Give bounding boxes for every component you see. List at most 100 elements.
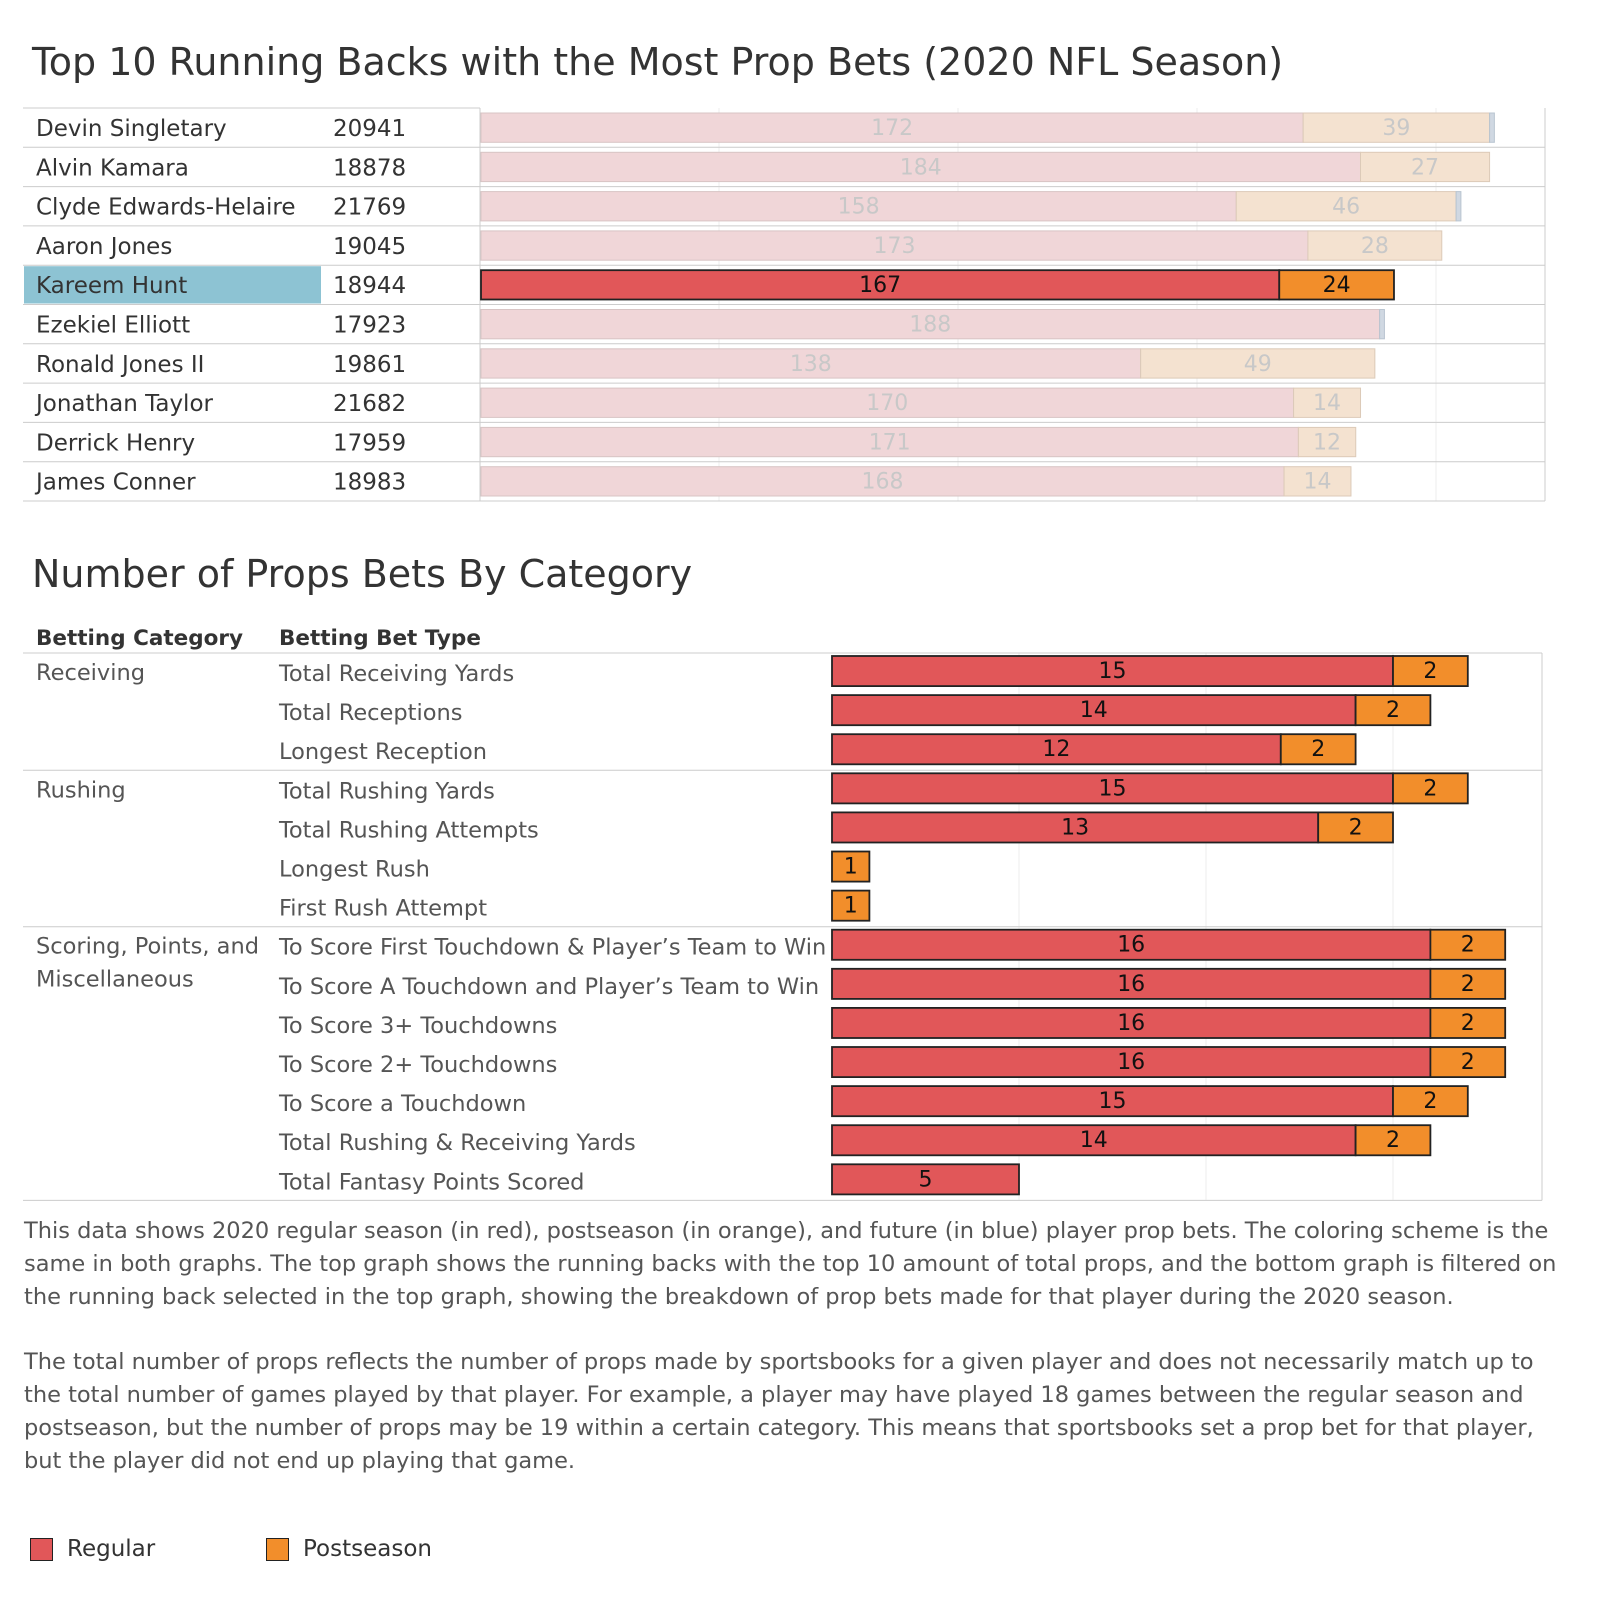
legend-label-regular: Regular: [67, 1536, 156, 1562]
postseason-value-label: 27: [1411, 155, 1439, 180]
regular-bar: [831, 655, 1394, 688]
player-id-label: 20941: [333, 116, 406, 142]
player-name-label: Kareem Hunt: [36, 273, 187, 299]
postseason-bar: [1429, 928, 1507, 961]
regular-value-label: 12: [1042, 737, 1070, 762]
description-paragraph-2: The total number of props reflects the n…: [24, 1349, 1534, 1474]
legend-swatch-postseason: [266, 1537, 289, 1561]
postseason-value-label: 2: [1423, 1089, 1437, 1114]
bet-type-label: Total Receiving Yards: [278, 661, 514, 687]
player-id-label: 19861: [333, 352, 406, 378]
regular-bar: [831, 694, 1357, 727]
regular-value-label: 5: [919, 1167, 933, 1192]
regular-value-label: 167: [859, 273, 901, 298]
regular-value-label: 16: [1117, 972, 1145, 997]
bet-type-label: To Score a Touchdown: [278, 1091, 526, 1117]
postseason-bar: [1392, 1085, 1469, 1118]
player-name-label: Derrick Henry: [36, 430, 195, 456]
future-bar: [1379, 309, 1385, 340]
legend-swatch-regular: [30, 1537, 53, 1561]
postseason-value-label: 2: [1311, 737, 1325, 762]
bet-type-label: Longest Rush: [279, 857, 430, 883]
postseason-value-label: 46: [1332, 195, 1360, 220]
regular-bar: [480, 466, 1285, 497]
postseason-bar: [1297, 426, 1357, 458]
player-name-label: Ronald Jones II: [36, 352, 204, 378]
regular-value-label: 168: [862, 470, 904, 495]
regular-bar: [831, 1124, 1357, 1157]
regular-value-label: 14: [1080, 698, 1108, 723]
postseason-value-label: 12: [1313, 430, 1341, 455]
postseason-bar: [831, 850, 871, 883]
legend-item-postseason[interactable]: Postseason: [266, 1536, 432, 1562]
props-by-category-chart: Betting Category Betting Bet Type Receivin…: [23, 626, 1543, 1201]
postseason-value-label: 39: [1382, 116, 1410, 141]
player-id-label: 18944: [333, 273, 406, 299]
regular-value-label: 170: [866, 391, 908, 416]
legend: Regular Postseason: [30, 1536, 630, 1572]
postseason-value-label: 28: [1361, 234, 1389, 259]
regular-value-label: 14: [1080, 1128, 1108, 1153]
legend-item-regular[interactable]: Regular: [30, 1536, 155, 1562]
future-bar: [1489, 112, 1495, 143]
future-bar: [1455, 191, 1462, 222]
postseason-value-label: 14: [1313, 391, 1341, 416]
player-id-label: 21769: [333, 195, 406, 221]
legend-label-postseason: Postseason: [303, 1536, 432, 1562]
regular-value-label: 13: [1061, 815, 1089, 840]
bet-type-label: Total Receptions: [278, 700, 462, 726]
postseason-value-label: 1: [844, 855, 858, 880]
regular-value-label: 184: [900, 155, 942, 180]
regular-value-label: 158: [838, 195, 880, 220]
postseason-bar: [1235, 191, 1457, 222]
bettype-column-header: Betting Bet Type: [279, 626, 481, 651]
description-paragraph-1: This data shows 2020 regular season (in …: [24, 1218, 1557, 1310]
postseason-value-label: 1: [844, 894, 858, 919]
postseason-bar: [1360, 151, 1491, 183]
selected-row-highlight: [24, 266, 321, 304]
regular-value-label: 171: [869, 430, 911, 455]
postseason-bar: [1429, 1046, 1507, 1079]
player-name-label: Jonathan Taylor: [34, 391, 214, 417]
postseason-bar: [1278, 269, 1395, 301]
regular-bar: [480, 151, 1362, 183]
category-chart-title: Number of Props Bets By Category: [32, 552, 693, 596]
bet-type-label: Total Fantasy Points Scored: [278, 1169, 584, 1195]
top-chart-title: Top 10 Running Backs with the Most Prop …: [32, 40, 1284, 84]
bet-type-label: First Rush Attempt: [279, 896, 487, 922]
postseason-bar: [1354, 694, 1432, 727]
postseason-value-label: 24: [1323, 273, 1351, 298]
player-id-label: 21682: [333, 391, 406, 417]
player-id-label: 19045: [333, 234, 406, 260]
category-label: Receiving: [36, 660, 145, 686]
postseason-value-label: 2: [1461, 972, 1475, 997]
regular-value-label: 16: [1117, 1011, 1145, 1036]
category-label: Rushing: [36, 777, 126, 803]
regular-value-label: 173: [873, 234, 915, 259]
postseason-bar: [1279, 733, 1357, 766]
player-id-label: 18983: [333, 470, 406, 496]
postseason-bar: [1429, 967, 1507, 1000]
regular-bar: [831, 928, 1432, 961]
category-label: Scoring, Points, and: [36, 934, 259, 960]
player-name-label: James Conner: [34, 470, 196, 496]
regular-value-label: 188: [909, 313, 951, 338]
player-id-label: 17923: [333, 313, 406, 339]
postseason-bar: [1429, 1007, 1507, 1039]
postseason-value-label: 2: [1461, 1050, 1475, 1075]
postseason-bar: [1317, 811, 1394, 844]
postseason-bar: [1302, 112, 1491, 143]
regular-bar: [480, 309, 1381, 340]
postseason-value-label: 49: [1244, 352, 1272, 377]
regular-bar: [831, 811, 1320, 844]
postseason-value-label: 2: [1423, 659, 1437, 684]
bet-type-label: Total Rushing Yards: [278, 778, 495, 804]
player-name-label: Alvin Kamara: [36, 155, 189, 181]
bet-type-label: Total Rushing Attempts: [278, 817, 539, 843]
player-id-label: 18878: [333, 155, 406, 181]
postseason-bar: [1140, 348, 1376, 379]
regular-value-label: 16: [1117, 933, 1145, 958]
player-name-label: Aaron Jones: [36, 234, 172, 260]
regular-bar: [480, 191, 1237, 222]
player-name-label: Devin Singletary: [36, 116, 227, 142]
